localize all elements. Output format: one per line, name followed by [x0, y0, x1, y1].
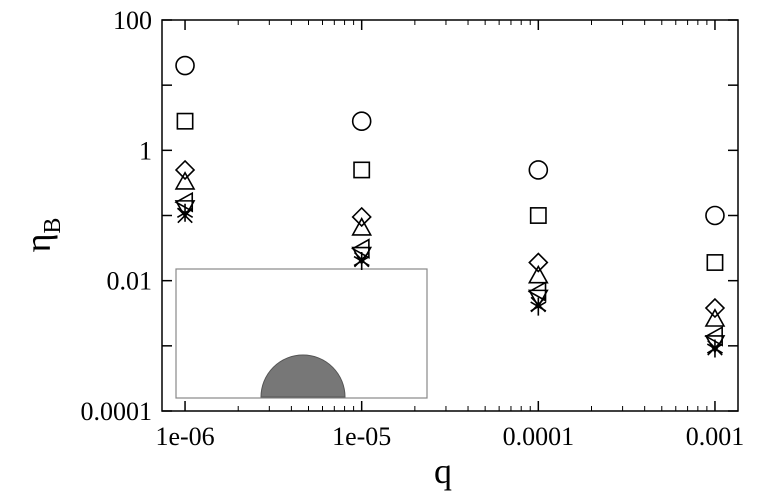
data-point-diamond	[528, 252, 549, 273]
y-axis-label-group: ηB	[18, 218, 66, 253]
data-point-circle	[528, 160, 549, 180]
data-point-triangle-left	[351, 238, 370, 260]
y-axis-label-main: η	[18, 234, 58, 253]
y-axis: 0.0001 0.01 1 100	[81, 6, 738, 426]
data-point-circle	[705, 205, 725, 226]
data-point-asterisk	[706, 339, 724, 358]
data-point-diamond	[704, 297, 726, 319]
data-point-asterisk	[530, 297, 547, 316]
data-point-circle	[175, 55, 195, 76]
data-point-square	[353, 161, 371, 179]
x-tick-label: 0.001	[686, 422, 745, 451]
data-point-triangle-left	[174, 191, 194, 213]
x-tick-label: 1e-05	[332, 422, 391, 451]
data-point-triangle-up	[174, 171, 196, 190]
data-point-diamond	[351, 206, 372, 228]
data-point-triangle-up	[351, 217, 373, 236]
y-axis-label: ηB	[18, 218, 66, 253]
data-point-asterisk	[176, 203, 194, 222]
data-point-diamond	[174, 159, 196, 181]
data-point-circle	[351, 111, 372, 131]
y-tick-label: 1	[139, 136, 152, 165]
markers-layer	[174, 55, 726, 358]
y-axis-label-subscript: B	[40, 218, 66, 234]
inset-bump	[260, 354, 346, 398]
data-point-triangle-up	[527, 264, 549, 284]
x-axis: 1e-06 1e-05 0.0001 0.001	[155, 20, 744, 451]
data-point-triangle-up	[704, 308, 726, 327]
x-tick-label: 1e-06	[155, 422, 214, 451]
data-point-triangle-down	[174, 200, 196, 219]
y-tick-label: 0.01	[107, 267, 153, 296]
y-tick-label: 0.0001	[81, 397, 153, 426]
data-point-square	[706, 254, 724, 271]
data-point-asterisk	[353, 252, 370, 271]
x-axis-label: q	[434, 451, 452, 491]
y-tick-label: 100	[113, 6, 152, 35]
data-point-square	[176, 112, 194, 130]
x-tick-label: 0.0001	[503, 422, 575, 451]
data-point-triangle-down	[527, 289, 549, 309]
data-point-square	[529, 207, 547, 224]
inset-diagram	[175, 268, 428, 399]
data-point-triangle-left	[527, 281, 547, 302]
